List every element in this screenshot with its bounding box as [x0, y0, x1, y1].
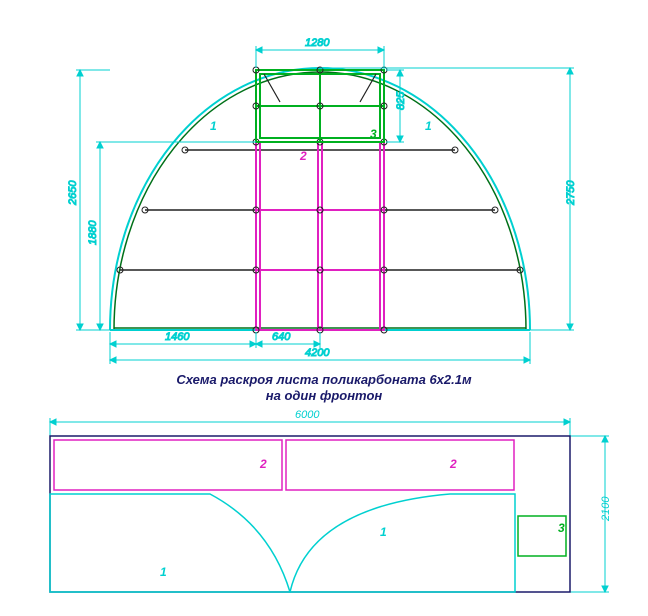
title-line-1: Схема раскроя листа поликарбоната 6x2.1м: [176, 372, 472, 387]
piece-1-group: [50, 494, 515, 592]
vent-window: [256, 70, 384, 142]
label-piece-2b: 2: [449, 457, 457, 471]
dim-total-width: 4200: [305, 347, 330, 359]
title-line-2: на один фронтон: [266, 388, 383, 403]
label-panel-2: 2: [299, 149, 307, 163]
dim-side-panel: 1460: [165, 331, 190, 343]
dim-window-height: 825: [395, 91, 407, 110]
label-piece-1a: 1: [160, 565, 167, 579]
door-nodes: [253, 139, 387, 333]
label-panel-1-left: 1: [210, 119, 217, 133]
cutting-diagram-title: Схема раскроя листа поликарбоната 6x2.1м…: [10, 370, 638, 406]
sheet-cutting-layout: 6000 2100 2 2 3 1 1: [10, 406, 638, 606]
dim-sheet-height: 2100: [600, 496, 612, 522]
piece-2-group: [54, 440, 514, 490]
label-piece-2a: 2: [259, 457, 267, 471]
door-frame: [256, 142, 384, 330]
dim-window-width: 1280: [305, 37, 330, 49]
sheet-outline: [50, 436, 570, 592]
dim-door-leaf: 640: [272, 331, 291, 343]
dim-total-height: 2750: [565, 180, 577, 206]
dim-arc-height: 2650: [67, 180, 79, 206]
dim-sheet-width: 6000: [295, 409, 320, 421]
label-piece-3: 3: [558, 521, 565, 535]
label-panel-1-right: 1: [425, 119, 432, 133]
label-panel-3: 3: [370, 127, 377, 141]
greenhouse-front-elevation: 1280 825 2750 2650: [10, 10, 638, 370]
dim-door-height: 1880: [87, 220, 99, 245]
label-piece-1b: 1: [380, 525, 387, 539]
